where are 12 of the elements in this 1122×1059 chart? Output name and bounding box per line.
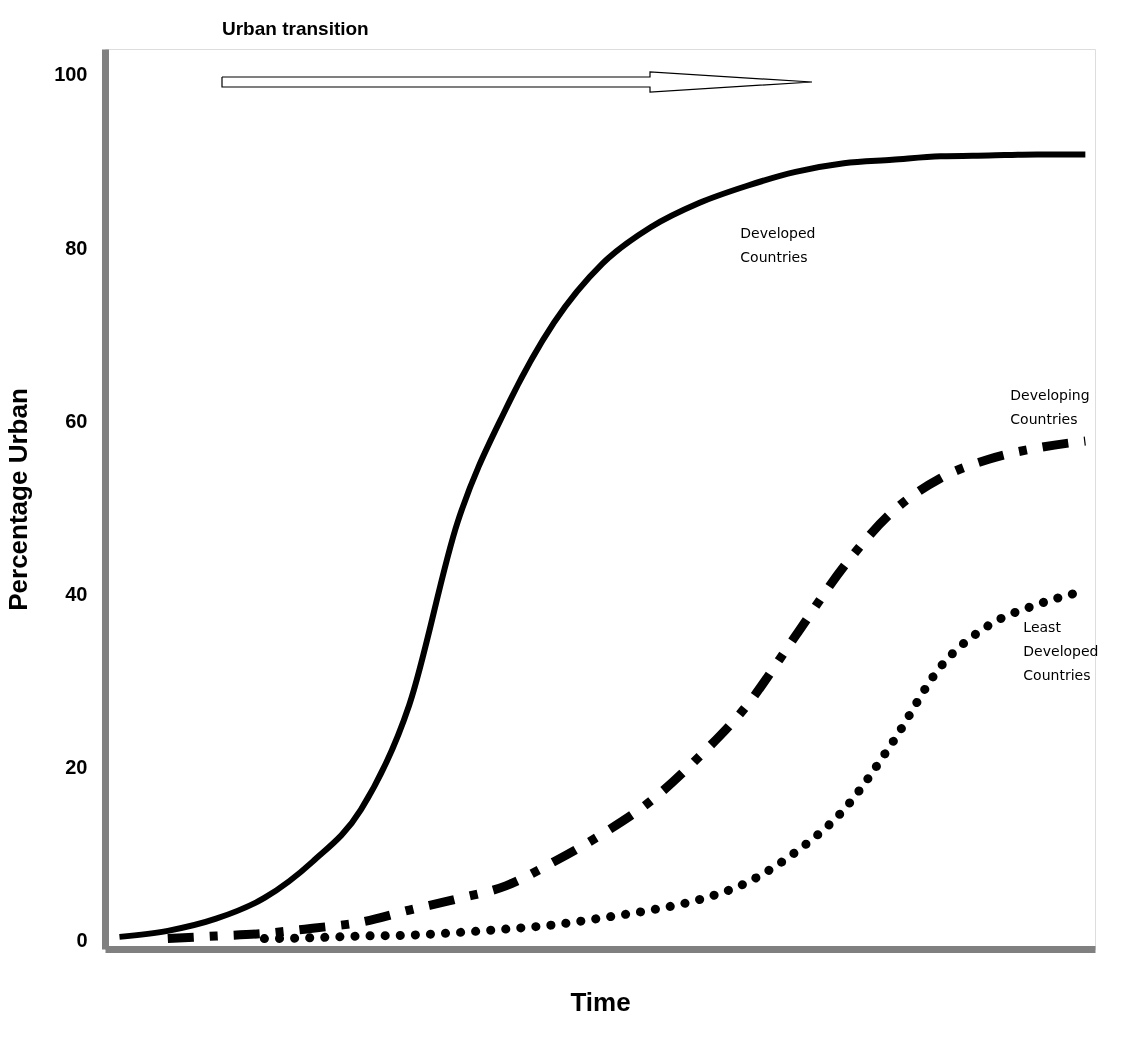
y-tick-label: 0 — [76, 928, 88, 951]
text: Developed Countries — [740, 224, 816, 265]
series-label: Least Developed Countries — [1023, 618, 1099, 683]
x-axis-title: Time — [570, 986, 631, 1017]
y-tick-label: 60 — [65, 409, 88, 432]
y-axis-title: Percentage Urban — [3, 388, 34, 611]
y-tick-label: 100 — [54, 63, 88, 86]
series-label: Developing Countries — [1010, 387, 1090, 428]
y-tick-label: 20 — [65, 755, 88, 778]
y-tick-label: 40 — [65, 582, 88, 605]
y-tick-label: 80 — [65, 236, 88, 259]
text: Urban transition — [222, 18, 369, 39]
